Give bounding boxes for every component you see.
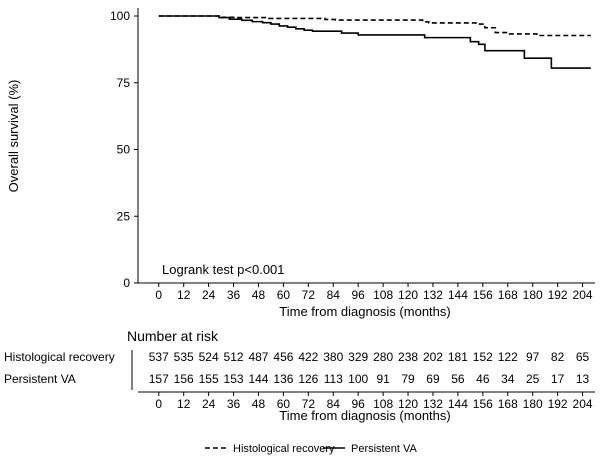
- risk-cell: 422: [298, 350, 318, 364]
- risk-cell: 97: [526, 350, 540, 364]
- y-axis-label: Overall survival (%): [6, 80, 21, 193]
- x-tick-label: 48: [252, 288, 266, 302]
- risk-cell: 152: [473, 350, 493, 364]
- risk-cell: 79: [401, 372, 415, 386]
- x-tick-label: 60: [277, 288, 291, 302]
- x-tick-label: 84: [327, 288, 341, 302]
- x-tick-label: 180: [523, 288, 543, 302]
- risk-cell: 156: [174, 372, 194, 386]
- x-tick-label: 144: [448, 288, 468, 302]
- risk-cell: 69: [426, 372, 440, 386]
- risk-cell: 25: [526, 372, 540, 386]
- logrank-annotation: Logrank test p<0.001: [162, 262, 285, 277]
- risk-x-tick-label: 204: [573, 397, 593, 411]
- risk-x-tick-label: 156: [473, 397, 493, 411]
- x-tick-label: 0: [155, 288, 162, 302]
- risk-cell: 524: [199, 350, 219, 364]
- risk-cell: 113: [324, 372, 343, 386]
- y-tick-label: 0: [123, 276, 130, 290]
- risk-x-tick-label: 84: [327, 397, 341, 411]
- risk-cell: 82: [551, 350, 565, 364]
- curve-histological-recovery: [158, 15, 591, 37]
- risk-cell: 238: [398, 350, 418, 364]
- risk-x-tick-label: 0: [155, 397, 162, 411]
- x-tick-label: 204: [573, 288, 593, 302]
- risk-table-title: Number at risk: [127, 328, 219, 344]
- risk-x-tick-label: 192: [548, 397, 568, 411]
- x-tick-label: 36: [227, 288, 241, 302]
- risk-x-tick-label: 132: [423, 397, 443, 411]
- risk-cell: 17: [551, 372, 565, 386]
- risk-x-tick-label: 108: [373, 397, 393, 411]
- y-tick-label: 75: [117, 76, 131, 90]
- risk-cell: 126: [298, 372, 318, 386]
- risk-cell: 13: [576, 372, 590, 386]
- risk-cell: 56: [451, 372, 465, 386]
- risk-x-tick-label: 12: [177, 397, 191, 411]
- risk-cell: 155: [199, 372, 219, 386]
- risk-cell: 280: [373, 350, 393, 364]
- y-tick-label: 100: [110, 9, 130, 23]
- curve-persistent-va: [158, 15, 591, 69]
- risk-x-tick-label: 48: [252, 397, 266, 411]
- risk-cell: 157: [149, 372, 169, 386]
- y-tick-label: 50: [117, 143, 131, 157]
- risk-cell: 329: [348, 350, 368, 364]
- risk-x-tick-label: 36: [227, 397, 241, 411]
- risk-cell: 456: [273, 350, 293, 364]
- risk-cell: 65: [576, 350, 590, 364]
- risk-x-axis-label: Time from diagnosis (months): [279, 408, 450, 423]
- risk-row-label: Histological recovery: [4, 350, 115, 364]
- x-tick-label: 108: [373, 288, 393, 302]
- x-axis-label: Time from diagnosis (months): [279, 304, 450, 319]
- risk-row-label: Persistent VA: [4, 372, 76, 386]
- risk-cell: 202: [423, 350, 443, 364]
- risk-cell: 122: [498, 350, 518, 364]
- risk-cell: 46: [476, 372, 490, 386]
- risk-x-tick-label: 144: [448, 397, 468, 411]
- x-tick-label: 132: [423, 288, 443, 302]
- risk-cell: 144: [248, 372, 268, 386]
- risk-cell: 136: [273, 372, 293, 386]
- x-tick-label: 24: [202, 288, 216, 302]
- risk-cell: 512: [224, 350, 244, 364]
- risk-x-tick-label: 24: [202, 397, 216, 411]
- risk-cell: 537: [149, 350, 169, 364]
- x-tick-label: 12: [177, 288, 191, 302]
- legend-label: Histological recovery: [233, 443, 335, 455]
- risk-cell: 181: [448, 350, 468, 364]
- risk-x-axis-ticks: 0 12 24 36 48 60 72 84 96 108 120 132 144 156 168 180 19…: [155, 392, 593, 411]
- legend-label: Persistent VA: [351, 443, 417, 455]
- x-tick-label: 192: [548, 288, 568, 302]
- x-axis-ticks: 0 12 24 36 48 60 72 84 96 108 120 132 144 156 168 180 19…: [155, 283, 593, 302]
- risk-x-tick-label: 60: [277, 397, 291, 411]
- risk-cell: 380: [323, 350, 343, 364]
- risk-cell: 91: [376, 372, 390, 386]
- survival-curves: [158, 15, 591, 69]
- y-axis-ticks: 0 25 50 75 100: [110, 9, 138, 290]
- x-tick-label: 72: [302, 288, 316, 302]
- legend: Histological recovery Persistent VA: [205, 443, 417, 455]
- risk-cell: 34: [501, 372, 515, 386]
- risk-cell: 535: [174, 350, 194, 364]
- risk-x-tick-label: 168: [498, 397, 518, 411]
- x-tick-label: 120: [398, 288, 418, 302]
- risk-table: Number at risk Histological recovery 537 5…: [4, 328, 595, 423]
- x-tick-label: 168: [498, 288, 518, 302]
- km-plot-panel: Overall survival (%) 0 25 50 75 100 0 12 24 36 4…: [6, 8, 595, 319]
- risk-cell: 153: [224, 372, 244, 386]
- risk-cell: 100: [348, 372, 368, 386]
- risk-x-tick-label: 120: [398, 397, 418, 411]
- risk-x-tick-label: 72: [302, 397, 316, 411]
- x-tick-label: 96: [352, 288, 366, 302]
- risk-x-tick-label: 96: [352, 397, 366, 411]
- y-tick-label: 25: [117, 209, 131, 223]
- x-tick-label: 156: [473, 288, 493, 302]
- risk-cell: 487: [248, 350, 268, 364]
- risk-x-tick-label: 180: [523, 397, 543, 411]
- risk-table-rows: Histological recovery 537 535 524 512 487 456 4…: [4, 350, 590, 390]
